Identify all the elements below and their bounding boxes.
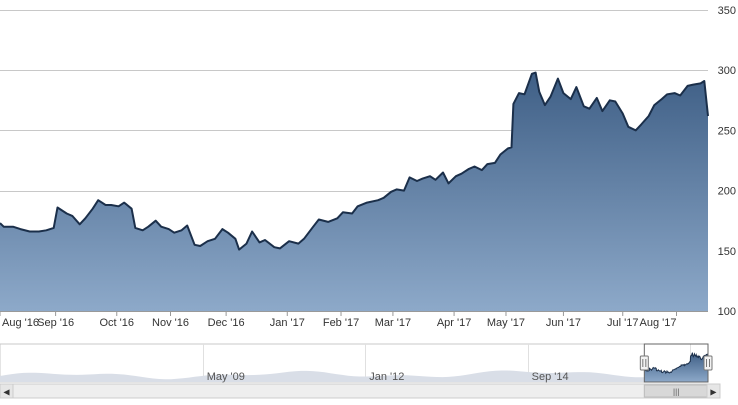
y-tick-label: 150: [718, 246, 736, 258]
navigator-series: [0, 370, 708, 382]
navigator-window-area: [644, 353, 708, 382]
x-tick-label: Aug '16: [2, 317, 39, 329]
y-tick-label: 250: [718, 125, 736, 137]
navigator-series-area: [0, 370, 708, 382]
y-axis: 100 150 200 250 300 350: [718, 5, 736, 318]
x-tick-label: Jan '17: [270, 317, 305, 329]
x-tick-label: Apr '17: [437, 317, 472, 329]
y-tick-label: 200: [718, 186, 736, 198]
x-tick-label: Dec '16: [208, 317, 245, 329]
y-tick-label: 100: [718, 306, 736, 318]
scroll-right-arrow-icon[interactable]: ▶: [710, 388, 717, 397]
x-tick-label: Feb '17: [323, 317, 359, 329]
navigator-left-handle[interactable]: [639, 355, 649, 371]
price-area: [0, 71, 709, 311]
scrollbar-track[interactable]: [0, 383, 721, 399]
y-tick-label: 300: [718, 65, 736, 77]
scrollbar-left-button[interactable]: [0, 383, 14, 399]
x-tick-label: May '17: [487, 317, 525, 329]
series-line[interactable]: [0, 71, 709, 251]
scroll-left-arrow-icon[interactable]: ◀: [3, 388, 10, 397]
x-tick-label: Sep '16: [37, 317, 74, 329]
y-tick-label: 350: [718, 5, 736, 17]
x-tick-label: Aug '17: [640, 317, 677, 329]
x-tick-label: Mar '17: [375, 317, 411, 329]
navigator-window[interactable]: [639, 343, 713, 383]
series-area: [0, 72, 708, 311]
navigator-label: Jan '12: [369, 371, 404, 383]
navigator-window-line: [643, 352, 709, 375]
scrollbar-grip-icon[interactable]: |||: [673, 388, 679, 397]
scrollbar-right-button[interactable]: [706, 383, 721, 399]
x-tick-label: Oct '16: [100, 317, 135, 329]
navigator-right-handle[interactable]: [703, 355, 713, 371]
x-tick-label: Nov '16: [152, 317, 189, 329]
scrollbar[interactable]: ◀ ||| ▶: [0, 383, 721, 399]
x-tick-label: Jul '17: [607, 317, 638, 329]
navigator-label: May '09: [207, 371, 245, 383]
navigator-label: Sep '14: [532, 371, 569, 383]
x-tick-label: Jun '17: [546, 317, 581, 329]
